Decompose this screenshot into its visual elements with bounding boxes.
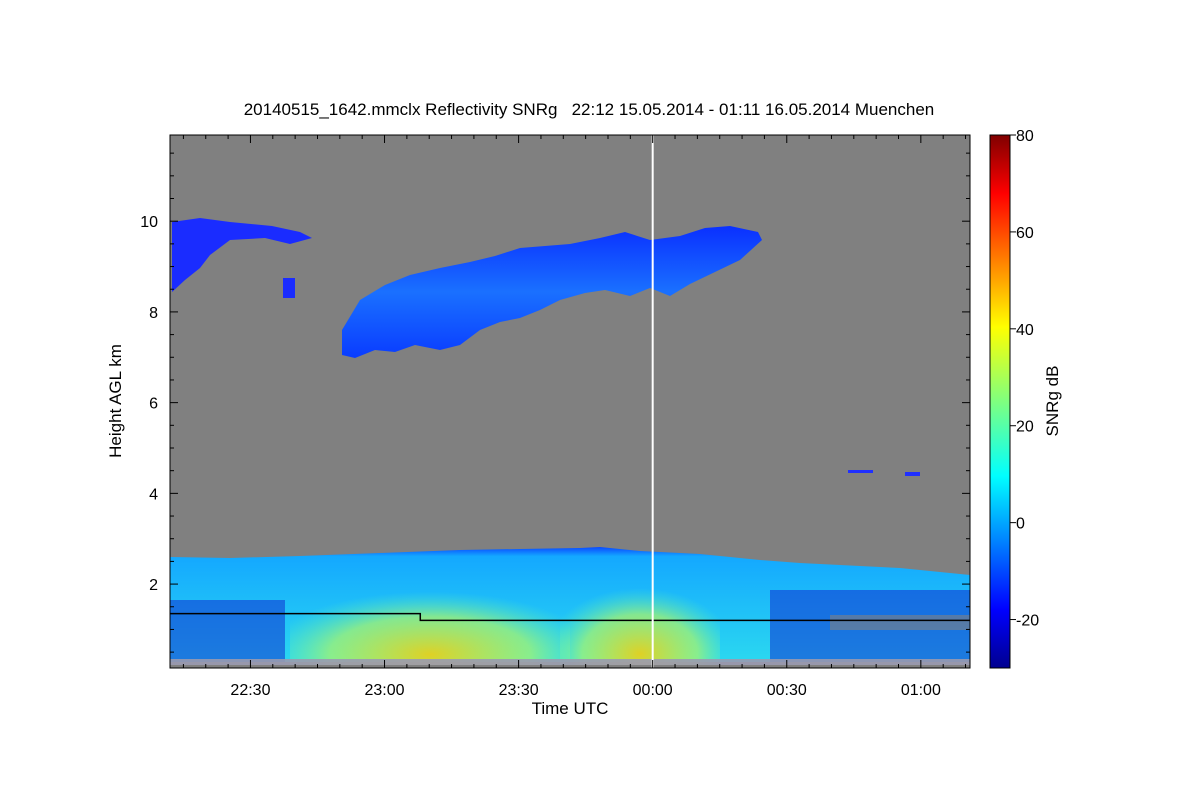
x-tick-label: 01:00	[901, 682, 941, 699]
x-tick-label: 00:00	[633, 682, 673, 699]
ground-clutter-strip	[170, 659, 970, 665]
x-axis-label: Time UTC	[532, 699, 609, 718]
y-tick-label: 8	[149, 305, 158, 322]
colorbar-tick-label: 40	[1016, 322, 1034, 339]
minor-ticks	[170, 135, 970, 668]
boundary-layer-warm-core-1	[290, 560, 570, 665]
y-tick-label: 6	[149, 396, 158, 413]
y-axis-label: Height AGL km	[106, 344, 125, 458]
x-tick-label: 22:30	[230, 682, 270, 699]
colorbar-tick-label: 80	[1016, 128, 1034, 145]
reflectivity-field	[170, 218, 970, 665]
x-tick-label: 00:30	[767, 682, 807, 699]
colorbar: -20 0 20 40 60 80 SNRg dB	[989, 128, 1062, 669]
mid-echo-patch-1	[848, 470, 873, 473]
upper-cloud-echo	[342, 226, 762, 358]
boundary-layer-warm-core-2	[560, 555, 720, 665]
upper-cloud-left-echo	[172, 218, 312, 292]
y-tick-label: 4	[149, 486, 158, 503]
y-axis: 2 4 6 8 10	[140, 214, 970, 594]
mid-echo-patch-2	[905, 472, 920, 476]
chart-title: 20140515_1642.mmclx Reflectivity SNRg 22…	[244, 100, 935, 119]
colorbar-ticks: -20 0 20 40 60 80	[1010, 128, 1039, 630]
colorbar-tick-label: -20	[1016, 613, 1039, 630]
colorbar-gradient	[989, 134, 1011, 669]
x-tick-label: 23:30	[499, 682, 539, 699]
step-line	[170, 612, 970, 622]
colorbar-label: SNRg dB	[1043, 366, 1062, 437]
colorbar-tick-label: 0	[1016, 516, 1025, 533]
plot-area	[169, 134, 971, 669]
plot-frame	[169, 134, 971, 669]
colorbar-tick-label: 20	[1016, 419, 1034, 436]
y-tick-label: 10	[140, 214, 158, 231]
x-axis: 22:30 23:00 23:30 00:00 00:30 01:00	[230, 135, 941, 699]
x-tick-label: 23:00	[365, 682, 405, 699]
boundary-layer-gap	[830, 615, 970, 630]
upper-cloud-small-patch	[283, 278, 295, 298]
boundary-layer-dark-left	[170, 600, 285, 662]
y-tick-label: 2	[149, 577, 158, 594]
colorbar-tick-label: 60	[1016, 225, 1034, 242]
